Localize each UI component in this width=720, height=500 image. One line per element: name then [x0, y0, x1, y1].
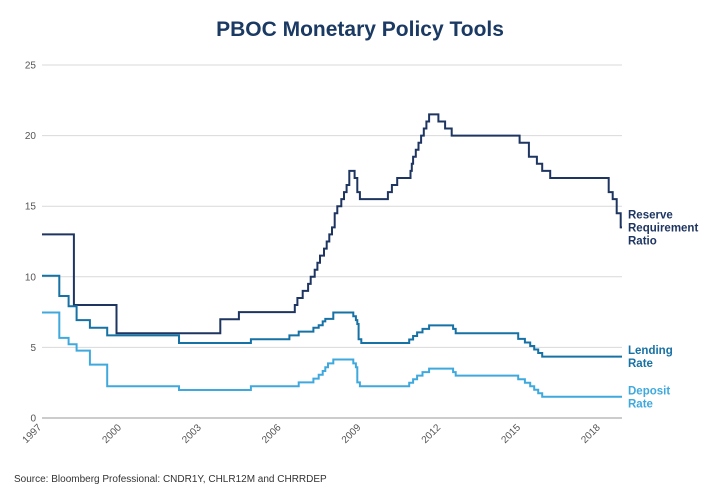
series-line-reserve-requirement-ratio	[42, 113, 622, 335]
x-tick-label: 2006	[260, 422, 284, 446]
y-tick-label: 15	[25, 202, 37, 213]
x-tick-label: 2012	[420, 422, 444, 446]
source-note: Source: Bloomberg Professional: CNDR1Y, …	[14, 474, 327, 485]
series-label-deposit-rate: Deposit Rate	[628, 385, 670, 410]
x-tick-label: 2009	[340, 422, 364, 446]
x-tick-label: 1997	[21, 422, 45, 446]
x-tick-label: 2018	[579, 422, 603, 446]
series-label-reserve-requirement-ratio: Reserve Requirement Ratio	[628, 209, 698, 247]
x-tick-label: 2000	[100, 422, 124, 446]
y-tick-label: 5	[30, 343, 36, 354]
chart-title: PBOC Monetary Policy Tools	[216, 18, 504, 41]
y-tick-label: 25	[25, 61, 37, 72]
series-label-lending-rate: Lending Rate	[628, 345, 673, 370]
series-line-deposit-rate	[42, 311, 622, 398]
y-tick-label: 20	[25, 131, 37, 142]
x-tick-label: 2003	[180, 422, 204, 446]
y-tick-label: 0	[30, 414, 36, 425]
y-tick-label: 10	[25, 272, 37, 283]
x-tick-label: 2015	[500, 422, 524, 446]
series-line-lending-rate	[42, 274, 622, 358]
